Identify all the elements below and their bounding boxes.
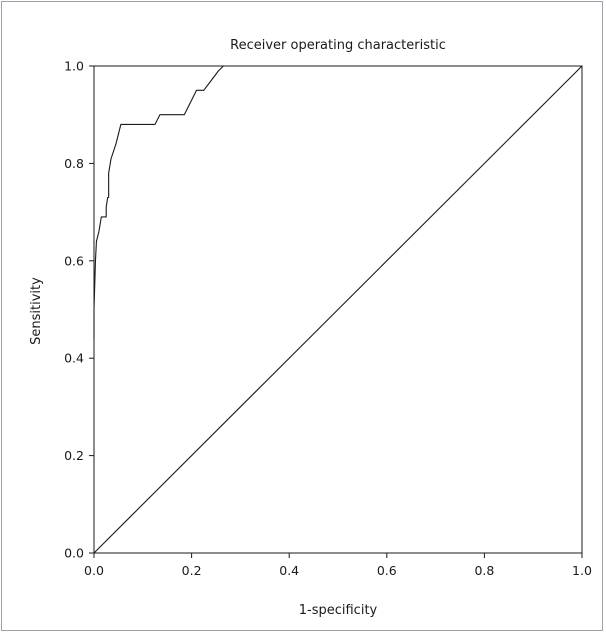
x-tick-label: 0.6 — [377, 563, 397, 578]
x-tick-label: 1.0 — [572, 563, 592, 578]
y-tick-label: 1.0 — [64, 59, 84, 74]
x-tick-label: 0.0 — [84, 563, 104, 578]
x-axis-title: 1-specificity — [299, 603, 378, 618]
y-axis-title: Sensitivity — [29, 277, 44, 345]
x-tick-label: 0.8 — [474, 563, 494, 578]
y-tick-label: 0.8 — [64, 156, 84, 171]
plot-area: 0.0 0.2 0.4 0.6 0.8 1.0 0.0 0.2 0.4 0.6 0.8 1.0 — [64, 59, 592, 579]
y-tick-label: 0.2 — [64, 448, 84, 463]
y-tick-label: 0.4 — [64, 351, 84, 366]
x-tick-label: 0.4 — [279, 563, 299, 578]
chart-title: Receiver operating characteristic — [230, 38, 446, 53]
y-tick-label: 0.6 — [64, 253, 84, 268]
x-tick-label: 0.2 — [182, 563, 202, 578]
y-tick-label: 0.0 — [64, 546, 84, 561]
roc-curve-line — [93, 65, 582, 339]
reference-diagonal-line — [93, 65, 583, 554]
